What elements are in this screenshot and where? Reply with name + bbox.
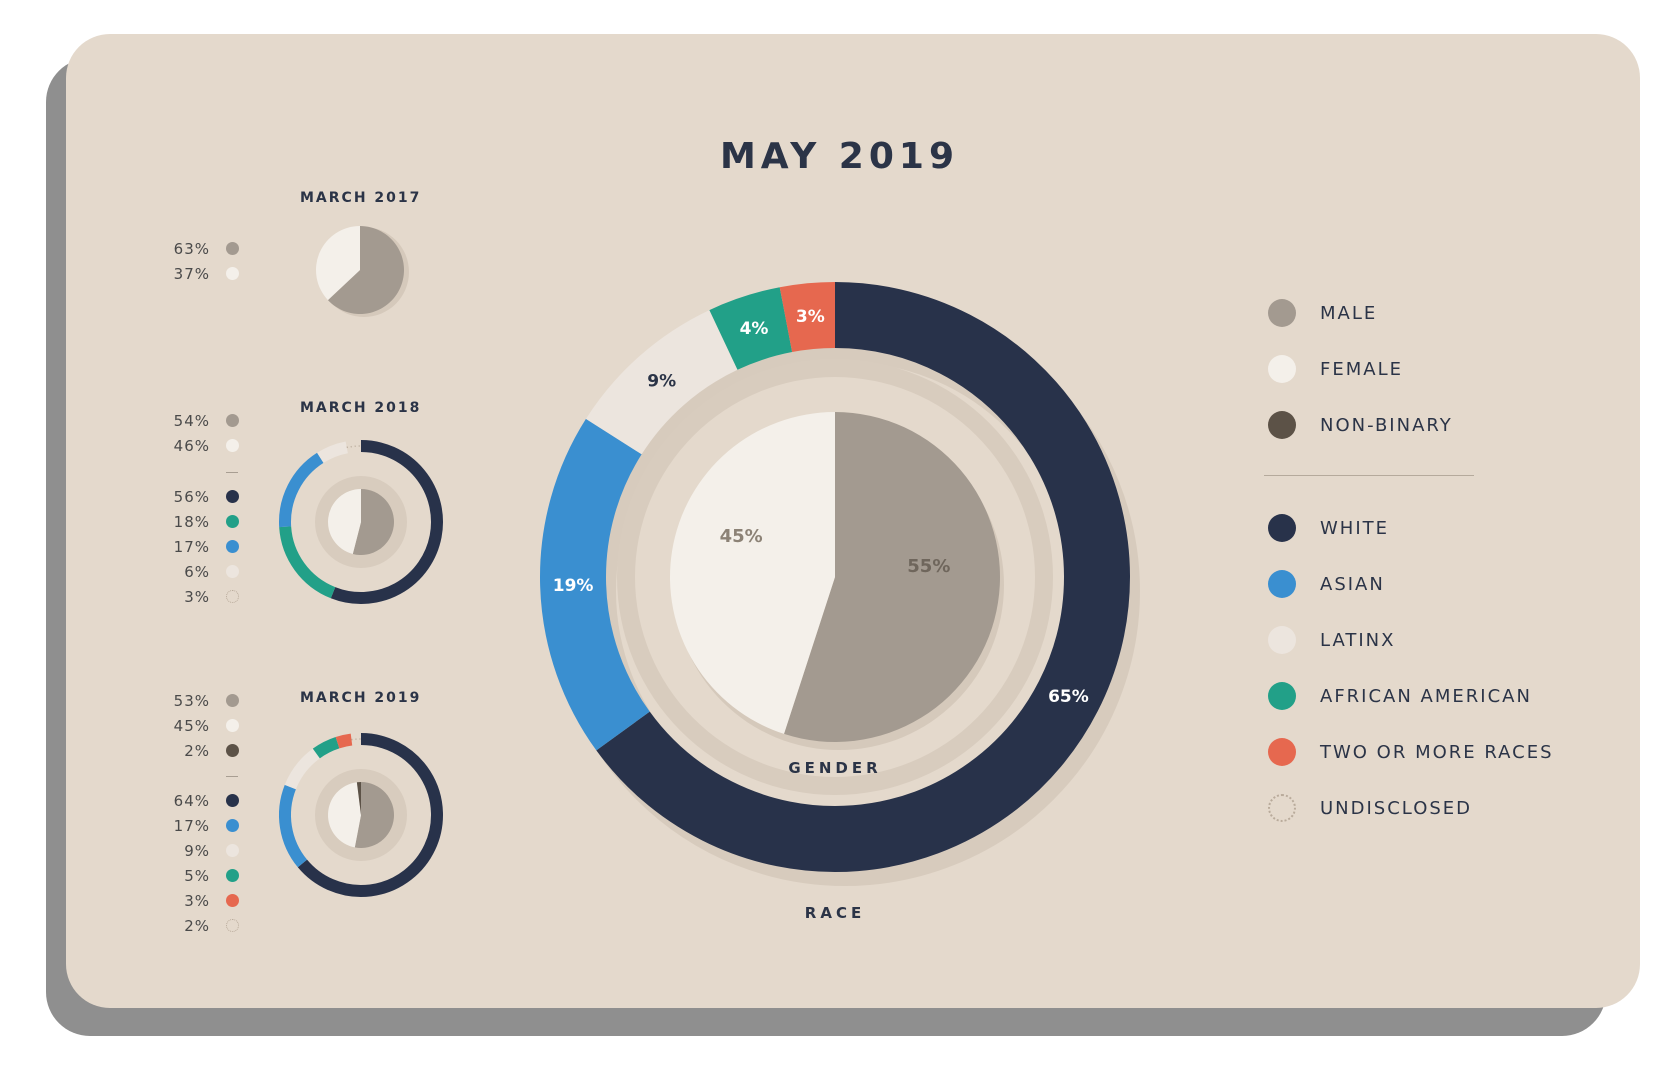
mini-2019-race-arc-two-or-more-races <box>335 733 353 749</box>
main-race-arc-latinx <box>585 310 739 455</box>
non-binary-dot-icon <box>226 744 239 757</box>
stat-2019-asian: 17% <box>173 817 210 835</box>
undisclosed-dot-icon <box>226 919 239 932</box>
african-american-dot-icon <box>226 869 239 882</box>
stat-2019-two-or-more: 3% <box>184 892 210 910</box>
stat-2019-african-american: 5% <box>184 867 210 885</box>
male-legend-icon <box>1268 299 1296 327</box>
african-american-legend-icon <box>1268 682 1296 710</box>
main-gender-slice-female <box>670 412 835 734</box>
legend-item-african-american: AFRICAN AMERICAN <box>1268 682 1532 710</box>
stat-2018-white: 56% <box>173 488 210 506</box>
main-race-arc-white <box>596 282 1130 872</box>
stat-2017-female: 37% <box>173 265 210 283</box>
two-or-more-legend-icon <box>1268 738 1296 766</box>
mini-2018-race-arc-african-american <box>279 526 336 599</box>
mini-2019-gender-slice-male <box>354 781 395 849</box>
legend-item-white: WHITE <box>1268 514 1389 542</box>
main-race-arc-two-or-more-races <box>779 282 836 353</box>
mini-2017-gender-slice-male <box>327 226 405 314</box>
stat-2019-latinx: 9% <box>184 842 210 860</box>
stat-2017-male: 63% <box>173 240 210 258</box>
stat-2018-african-american: 18% <box>173 513 210 531</box>
stat-2019-male: 53% <box>173 692 210 710</box>
main-race-arc-african-american <box>709 287 793 371</box>
latinx-legend-icon <box>1268 626 1296 654</box>
stat-2019-undisclosed: 2% <box>184 917 210 935</box>
race-chart-label: RACE <box>805 904 865 922</box>
divider <box>226 472 238 473</box>
main-race-label-african-american: 4% <box>740 319 769 339</box>
main-race-arc-asian <box>540 418 651 751</box>
mini-2018-race-arc-white <box>330 440 443 604</box>
stat-2018-male: 54% <box>173 412 210 430</box>
legend-item-undisclosed: UNDISCLOSED <box>1268 794 1472 822</box>
stat-2018-latinx: 6% <box>184 563 210 581</box>
female-dot-icon <box>226 267 239 280</box>
main-race-label-two-or-more-races: 3% <box>796 307 825 327</box>
latinx-dot-icon <box>226 844 239 857</box>
mini-2019-race-arc-african-american <box>312 737 340 759</box>
legend-divider <box>1264 475 1474 476</box>
mini-2019-gender-slice-female <box>328 782 361 848</box>
legend-item-asian: ASIAN <box>1268 570 1385 598</box>
main-title: MAY 2019 <box>719 136 960 177</box>
mini-2017-gender-slice-female <box>316 226 360 301</box>
divider <box>226 776 238 777</box>
legend-item-latinx: LATINX <box>1268 626 1395 654</box>
mini-2019-race-arc-white <box>297 733 443 897</box>
main-race-label-asian: 19% <box>553 576 594 596</box>
mini-2018-race-arc-latinx <box>317 441 349 464</box>
mini-2019-race-arc-undisclosed <box>351 738 362 741</box>
female-dot-icon <box>226 719 239 732</box>
gender-chart-label: GENDER <box>788 759 881 777</box>
dotted-circle-icon <box>1268 794 1296 822</box>
stat-2018-undisclosed: 3% <box>184 588 210 606</box>
legend-item-female: FEMALE <box>1268 355 1403 383</box>
mini-2018-race-arc-asian <box>279 452 324 528</box>
white-legend-icon <box>1268 514 1296 542</box>
mini-2018-race-arc-undisclosed <box>346 445 362 449</box>
white-dot-icon <box>226 490 239 503</box>
stat-2018-asian: 17% <box>173 538 210 556</box>
mini-2019-race-arc-latinx <box>284 748 321 790</box>
legend-item-male: MALE <box>1268 299 1377 327</box>
male-dot-icon <box>226 414 239 427</box>
main-race-label-white: 65% <box>1048 687 1089 707</box>
white-dot-icon <box>226 794 239 807</box>
stat-2019-female: 45% <box>173 717 210 735</box>
two-or-more-dot-icon <box>226 894 239 907</box>
mini-2018-gender-slice-male <box>352 489 394 555</box>
mini-2018-gender-slice-female <box>327 489 361 554</box>
african-american-dot-icon <box>226 515 239 528</box>
main-gender-label-male: 55% <box>907 556 950 577</box>
mini-title-2017: MARCH 2017 <box>300 190 422 206</box>
stat-2019-white: 64% <box>173 792 210 810</box>
male-dot-icon <box>226 694 239 707</box>
asian-dot-icon <box>226 819 239 832</box>
asian-legend-icon <box>1268 570 1296 598</box>
main-gender-label-female: 45% <box>720 526 763 547</box>
mini-title-2019: MARCH 2019 <box>300 690 422 706</box>
undisclosed-dot-icon <box>226 590 239 603</box>
male-dot-icon <box>226 242 239 255</box>
stat-2018-female: 46% <box>173 437 210 455</box>
latinx-dot-icon <box>226 565 239 578</box>
legend-item-non-binary: NON-BINARY <box>1268 411 1453 439</box>
legend-item-two-or-more: TWO OR MORE RACES <box>1268 738 1554 766</box>
non-binary-legend-icon <box>1268 411 1296 439</box>
asian-dot-icon <box>226 540 239 553</box>
mini-2019-gender-slice-non-binary <box>356 782 361 815</box>
female-legend-icon <box>1268 355 1296 383</box>
mini-title-2018: MARCH 2018 <box>300 400 422 416</box>
main-race-label-latinx: 9% <box>647 371 676 391</box>
stat-2019-non-binary: 2% <box>184 742 210 760</box>
female-dot-icon <box>226 439 239 452</box>
mini-2019-race-arc-asian <box>279 784 308 868</box>
main-gender-slice-male <box>784 412 1000 742</box>
